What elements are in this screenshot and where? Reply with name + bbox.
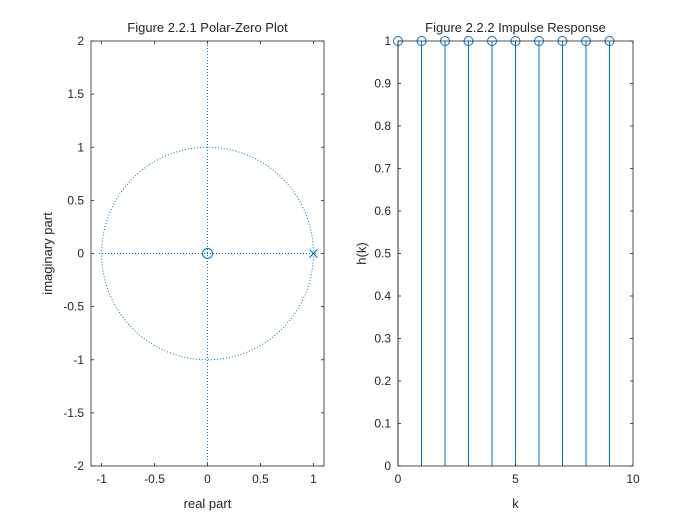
pole-zero-ticks: -1 -0.5 0 0.5 1 -2 -1.5 -1 -0.5 0 0.5 1 1.5 2 [63,34,324,486]
y-tick-label: 0.2 [374,374,391,388]
impulse-response-x-label: k [512,496,519,511]
impulse-response-axes: 0 5 10 0 0.1 0.2 0.3 0.4 0.5 0.6 0.7 0.8 0.9 1 Figure… [354,20,640,511]
zero-marker [202,248,213,259]
y-tick-label: 0.5 [374,247,391,261]
y-tick-label: -2 [73,459,84,473]
y-tick-label: 0.4 [374,289,391,303]
x-tick-label: 0.5 [252,472,269,486]
y-tick-label: 0.7 [374,162,391,176]
x-tick-label: 0 [204,472,211,486]
x-tick-label: -0.5 [144,472,165,486]
x-tick-label: 0 [395,472,402,486]
x-tick-label: -1 [96,472,107,486]
pole-zero-marks [202,248,318,259]
y-tick-label: 1 [384,34,391,48]
y-tick-label: 1.5 [67,87,84,101]
y-tick-label: 0 [384,459,391,473]
pole-zero-x-label: real part [184,496,232,511]
impulse-response-title: Figure 2.2.2 Impulse Response [425,20,606,35]
y-tick-label: 2 [77,34,84,48]
x-tick-label: 10 [626,472,640,486]
pole-zero-title: Figure 2.2.1 Polar-Zero Plot [127,20,288,35]
y-tick-label: 0.1 [374,417,391,431]
y-tick-label: -1.5 [63,406,84,420]
pole-zero-y-label: imaginary part [40,212,55,295]
y-tick-label: 0.8 [374,119,391,133]
y-tick-label: 0 [77,247,84,261]
y-tick-label: 0.5 [67,193,84,207]
impulse-response-ticks: 0 5 10 0 0.1 0.2 0.3 0.4 0.5 0.6 0.7 0.8 0.9 1 [374,34,640,486]
y-tick-label: 0.6 [374,204,391,218]
y-tick-label: 0.9 [374,77,391,91]
x-tick-label: 5 [512,472,519,486]
y-tick-label: 1 [77,140,84,154]
x-tick-label: 1 [310,472,317,486]
pole-zero-axes: -1 -0.5 0 0.5 1 -2 -1.5 -1 -0.5 0 0.5 1 1.5 2 Figure … [40,20,325,511]
y-tick-label: 0.3 [374,332,391,346]
impulse-response-y-label: h(k) [354,242,369,264]
y-tick-label: -0.5 [63,300,84,314]
pole-marker [309,249,318,258]
y-tick-label: -1 [73,353,84,367]
